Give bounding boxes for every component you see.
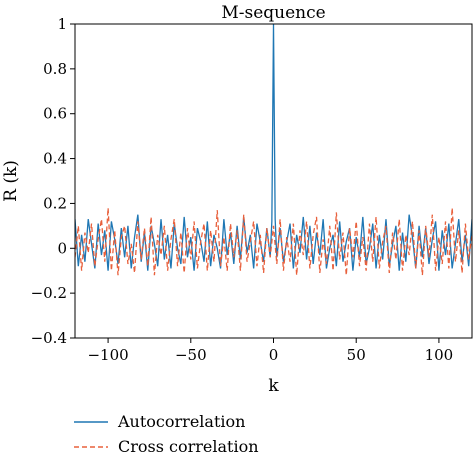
y-axis-title: R (k) <box>1 160 21 202</box>
y-tick-label: −0.4 <box>31 329 67 347</box>
series-line-autocorrelation <box>75 24 472 271</box>
y-tick-label: 1 <box>57 15 67 33</box>
chart-title: M-sequence <box>221 3 325 23</box>
x-axis-title: k <box>268 376 279 396</box>
x-tick-label: −100 <box>87 346 128 364</box>
plot-series <box>75 24 472 276</box>
series-line-cross-correlation <box>75 207 472 276</box>
x-tick-label: 50 <box>347 346 366 364</box>
y-axis: −0.4 −0.2 0 0.2 0.4 0.6 0.8 1 <box>31 15 75 347</box>
y-tick-label: 0.4 <box>43 150 67 168</box>
y-tick-label: −0.2 <box>31 284 67 302</box>
legend-label: Autocorrelation <box>117 412 245 431</box>
x-tick-label: −50 <box>175 346 207 364</box>
y-tick-label: 0 <box>57 239 67 257</box>
y-tick-label: 0.6 <box>43 105 67 123</box>
x-tick-label: 0 <box>269 346 279 364</box>
x-axis: −100 −50 0 50 100 <box>87 338 453 364</box>
legend-label: Cross correlation <box>118 437 259 456</box>
legend: Autocorrelation Cross correlation <box>74 412 259 456</box>
x-tick-label: 100 <box>425 346 454 364</box>
y-tick-label: 0.8 <box>43 60 67 78</box>
y-tick-label: 0.2 <box>43 194 67 212</box>
